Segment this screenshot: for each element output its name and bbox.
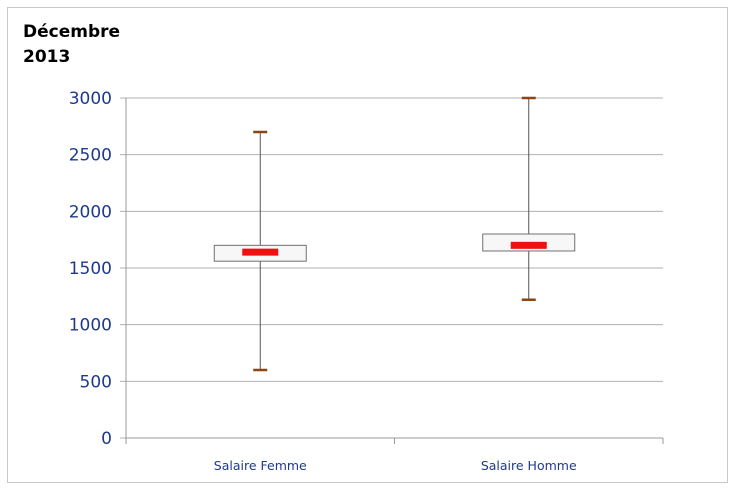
x-category-label: Salaire Femme xyxy=(214,458,307,473)
y-tick-label: 1000 xyxy=(69,316,112,336)
y-tick-label: 0 xyxy=(101,429,112,449)
chart-frame xyxy=(7,7,728,483)
median-marker xyxy=(510,241,547,249)
y-tick-label: 2000 xyxy=(69,202,112,222)
x-category-label: Salaire Homme xyxy=(481,458,577,473)
chart-title: Décembre 2013 xyxy=(23,22,121,67)
y-tick-label: 3000 xyxy=(69,89,112,109)
median-marker xyxy=(242,248,279,256)
y-tick-label: 1500 xyxy=(69,259,112,279)
y-tick-label: 2500 xyxy=(69,146,112,166)
y-tick-label: 500 xyxy=(80,372,112,392)
